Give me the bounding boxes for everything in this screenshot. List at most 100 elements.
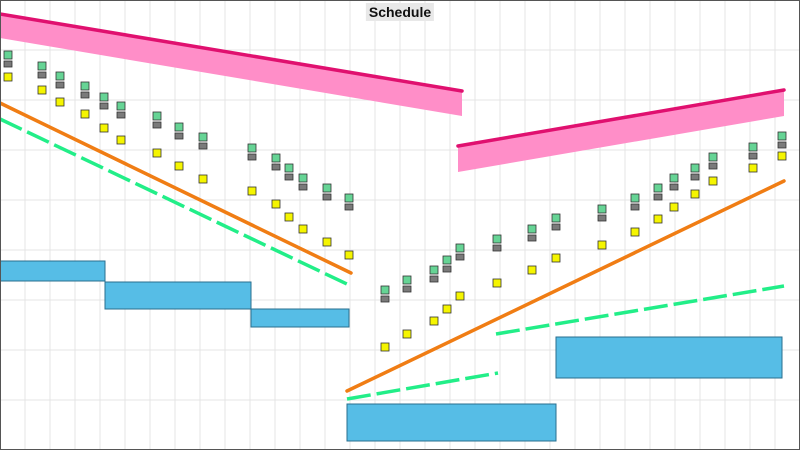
marker-green: [527, 224, 537, 234]
marker-yellow: [708, 176, 718, 186]
marker-green: [284, 163, 294, 173]
marker-gray: [402, 285, 412, 293]
marker-gray: [55, 81, 65, 89]
marker-yellow: [3, 72, 13, 82]
marker-yellow: [152, 148, 162, 158]
marker-green: [116, 101, 126, 111]
marker-gray: [80, 91, 90, 99]
marker-gray: [708, 162, 718, 170]
marker-yellow: [344, 250, 354, 260]
marker-yellow: [55, 97, 65, 107]
marker-green: [344, 193, 354, 203]
marker-green: [748, 142, 758, 152]
marker-yellow: [777, 151, 787, 161]
marker-green: [690, 163, 700, 173]
marker-yellow: [271, 199, 281, 209]
marker-green: [3, 50, 13, 60]
marker-yellow: [322, 237, 332, 247]
trend-line: [0, 101, 353, 275]
marker-yellow: [455, 291, 465, 301]
marker-yellow: [247, 186, 257, 196]
marker-yellow: [492, 278, 502, 288]
schedule-bar: [0, 260, 106, 282]
marker-yellow: [198, 174, 208, 184]
dashed-line: [495, 284, 785, 336]
marker-gray: [777, 141, 787, 149]
marker-gray: [247, 153, 257, 161]
marker-yellow: [80, 109, 90, 119]
marker-green: [37, 61, 47, 71]
marker-gray: [442, 265, 452, 273]
marker-green: [429, 265, 439, 275]
marker-gray: [669, 183, 679, 191]
marker-gray: [322, 193, 332, 201]
marker-gray: [152, 121, 162, 129]
marker-yellow: [630, 227, 640, 237]
schedule-bars: [0, 260, 783, 442]
dashed-lines: [0, 117, 785, 401]
marker-green: [402, 275, 412, 285]
schedule-bar: [346, 403, 557, 442]
marker-yellow: [298, 224, 308, 234]
marker-green: [669, 173, 679, 183]
marker-gray: [551, 223, 561, 231]
marker-green: [322, 183, 332, 193]
marker-gray: [198, 142, 208, 150]
markers: [3, 50, 787, 352]
marker-green: [455, 243, 465, 253]
marker-green: [551, 213, 561, 223]
marker-gray: [298, 183, 308, 191]
marker-yellow: [116, 135, 126, 145]
marker-yellow: [442, 304, 452, 314]
dashed-line: [0, 117, 352, 288]
marker-yellow: [174, 161, 184, 171]
marker-yellow: [284, 212, 294, 222]
schedule-bar: [104, 281, 252, 310]
marker-green: [492, 234, 502, 244]
marker-gray: [455, 253, 465, 261]
marker-gray: [630, 203, 640, 211]
marker-green: [298, 173, 308, 183]
band-top-edge: [456, 88, 786, 148]
marker-green: [630, 193, 640, 203]
marker-gray: [271, 163, 281, 171]
marker-gray: [344, 203, 354, 211]
marker-gray: [284, 173, 294, 181]
marker-gray: [174, 132, 184, 140]
marker-gray: [99, 102, 109, 110]
marker-yellow: [429, 316, 439, 326]
trend-line: [345, 179, 786, 393]
marker-gray: [380, 295, 390, 303]
marker-green: [152, 111, 162, 121]
marker-yellow: [99, 123, 109, 133]
marker-green: [597, 204, 607, 214]
marker-yellow: [402, 329, 412, 339]
marker-gray: [116, 111, 126, 119]
marker-yellow: [748, 163, 758, 173]
marker-yellow: [669, 202, 679, 212]
marker-gray: [653, 193, 663, 201]
marker-gray: [429, 275, 439, 283]
marker-gray: [748, 152, 758, 160]
band-area: [0, 14, 462, 116]
marker-yellow: [551, 253, 561, 263]
marker-green: [442, 255, 452, 265]
marker-green: [271, 153, 281, 163]
marker-green: [777, 131, 787, 141]
marker-green: [708, 152, 718, 162]
marker-gray: [527, 234, 537, 242]
marker-green: [653, 183, 663, 193]
marker-yellow: [527, 265, 537, 275]
marker-yellow: [380, 342, 390, 352]
marker-green: [80, 81, 90, 91]
marker-gray: [492, 244, 502, 252]
marker-green: [247, 143, 257, 153]
marker-gray: [690, 173, 700, 181]
band-top-edge: [0, 12, 464, 93]
marker-green: [174, 122, 184, 132]
marker-green: [198, 132, 208, 142]
marker-yellow: [690, 189, 700, 199]
